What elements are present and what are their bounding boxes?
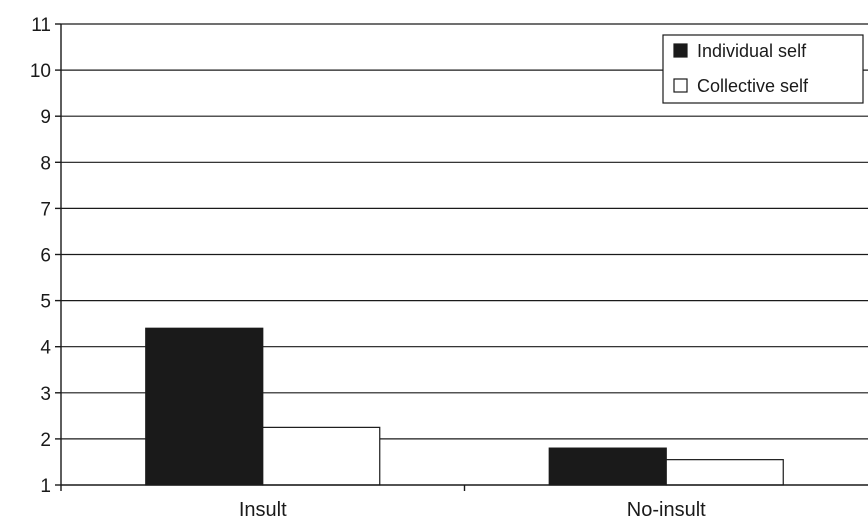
legend-box	[662, 34, 864, 104]
y-tick-label-4: 4	[40, 338, 51, 359]
bars	[145, 327, 784, 486]
y-tick-label-2: 2	[40, 430, 51, 451]
x-category-label-0: Insult	[239, 499, 287, 521]
legend-label-individual-self: Individual self	[697, 41, 807, 61]
x-category-label-1: No-insult	[627, 499, 706, 521]
y-tick-label-1: 1	[40, 476, 51, 497]
bar-insult-individual-self	[145, 327, 264, 486]
y-tick-label-6: 6	[40, 246, 51, 267]
legend: Individual self Collective self	[662, 34, 864, 104]
y-tick-label-3: 3	[40, 384, 51, 405]
legend-label-collective-self: Collective self	[697, 76, 809, 96]
bar-insult-collective-self	[262, 426, 381, 486]
legend-swatch-collective-self	[673, 78, 688, 93]
axis-labels: 1 2 3 4 5 6 7 8 9 10 11 Insult No-insult	[30, 15, 706, 521]
y-tick-label-7: 7	[40, 199, 51, 220]
y-tick-label-10: 10	[30, 61, 51, 82]
y-tick-label-5: 5	[40, 292, 51, 313]
axes	[55, 23, 868, 491]
bar-no-insult-collective-self	[665, 459, 784, 486]
y-tick-label-8: 8	[40, 153, 51, 174]
legend-swatch-individual-self	[673, 43, 688, 58]
bar-no-insult-individual-self	[548, 447, 667, 486]
y-tick-label-9: 9	[40, 107, 51, 128]
y-tick-label-11: 11	[31, 15, 51, 36]
